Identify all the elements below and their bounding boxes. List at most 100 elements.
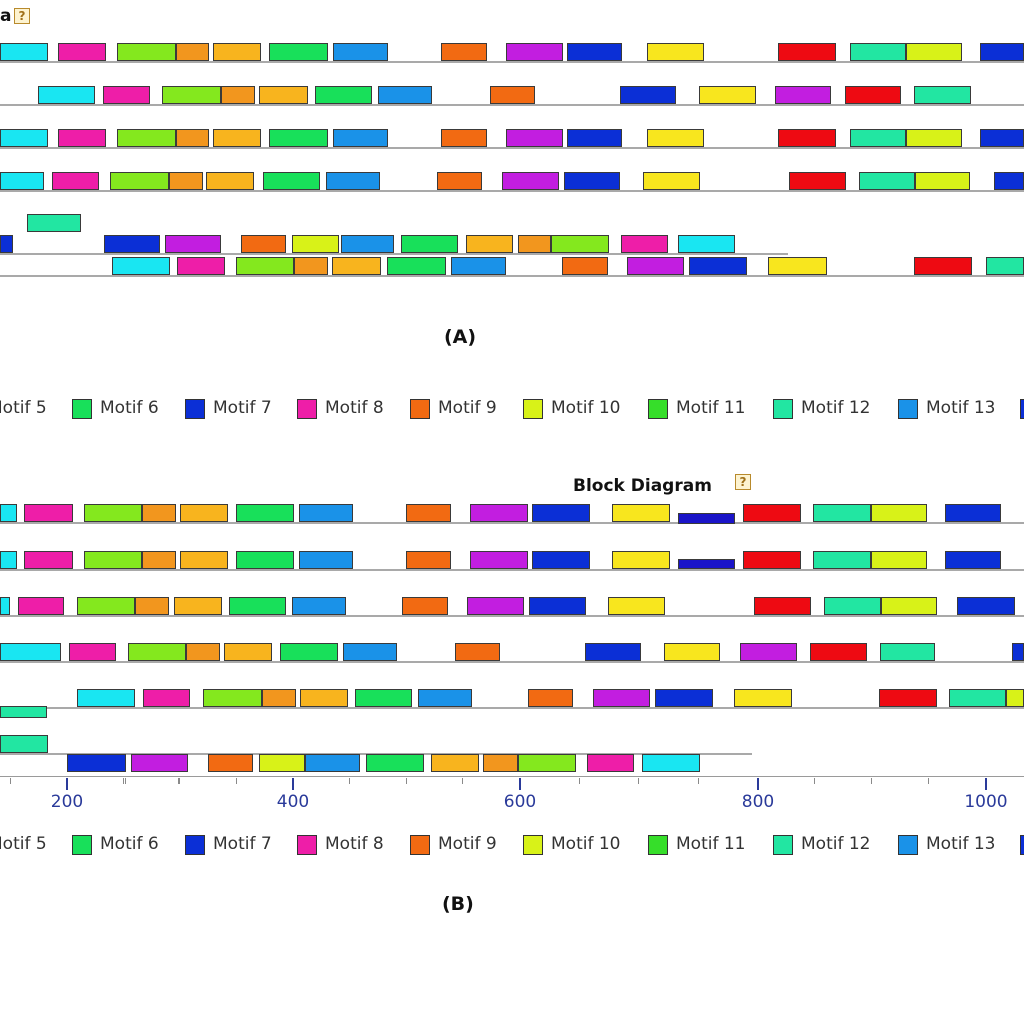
motif-block[interactable]	[341, 235, 394, 253]
motif-block[interactable]	[213, 129, 261, 147]
motif-block[interactable]	[740, 643, 797, 661]
motif-block[interactable]	[593, 689, 650, 707]
motif-block[interactable]	[467, 597, 524, 615]
motif-block[interactable]	[69, 643, 116, 661]
motif-block[interactable]	[441, 43, 487, 61]
motif-block[interactable]	[259, 86, 308, 104]
motif-block[interactable]	[528, 689, 573, 707]
motif-block[interactable]	[162, 86, 221, 104]
motif-block[interactable]	[52, 172, 99, 190]
motif-block[interactable]	[269, 43, 328, 61]
motif-block[interactable]	[1006, 689, 1024, 707]
motif-block[interactable]	[213, 43, 261, 61]
motif-block[interactable]	[850, 43, 906, 61]
motif-block[interactable]	[0, 706, 47, 718]
motif-block[interactable]	[418, 689, 472, 707]
motif-block[interactable]	[620, 86, 676, 104]
motif-block[interactable]	[431, 754, 479, 772]
motif-block[interactable]	[906, 129, 962, 147]
motif-block[interactable]	[466, 235, 513, 253]
motif-block[interactable]	[621, 235, 668, 253]
motif-block[interactable]	[664, 643, 720, 661]
motif-block[interactable]	[655, 689, 713, 707]
motif-block[interactable]	[789, 172, 846, 190]
motif-block[interactable]	[0, 172, 44, 190]
motif-block[interactable]	[678, 235, 735, 253]
motif-block[interactable]	[292, 597, 346, 615]
motif-block[interactable]	[470, 504, 528, 522]
motif-block[interactable]	[294, 257, 328, 275]
motif-block[interactable]	[612, 551, 670, 569]
motif-block[interactable]	[0, 504, 17, 522]
motif-block[interactable]	[678, 513, 735, 524]
motif-block[interactable]	[280, 643, 338, 661]
motif-block[interactable]	[406, 504, 451, 522]
motif-block[interactable]	[269, 129, 328, 147]
motif-block[interactable]	[441, 129, 487, 147]
motif-block[interactable]	[612, 504, 670, 522]
motif-block[interactable]	[810, 643, 867, 661]
motif-block[interactable]	[813, 551, 871, 569]
motif-block[interactable]	[945, 551, 1001, 569]
motif-block[interactable]	[437, 172, 482, 190]
motif-block[interactable]	[562, 257, 608, 275]
motif-block[interactable]	[518, 235, 551, 253]
motif-block[interactable]	[112, 257, 170, 275]
motif-block[interactable]	[642, 754, 700, 772]
motif-block[interactable]	[333, 43, 388, 61]
motif-block[interactable]	[355, 689, 412, 707]
motif-block[interactable]	[608, 597, 665, 615]
motif-block[interactable]	[914, 86, 971, 104]
motif-block[interactable]	[77, 689, 135, 707]
help-icon[interactable]: ?	[735, 474, 751, 490]
motif-block[interactable]	[647, 129, 704, 147]
motif-block[interactable]	[506, 43, 563, 61]
motif-block[interactable]	[871, 551, 927, 569]
motif-block[interactable]	[643, 172, 700, 190]
motif-block[interactable]	[366, 754, 424, 772]
motif-block[interactable]	[689, 257, 747, 275]
motif-block[interactable]	[0, 735, 48, 753]
motif-block[interactable]	[768, 257, 827, 275]
motif-block[interactable]	[401, 235, 458, 253]
motif-block[interactable]	[506, 129, 563, 147]
motif-block[interactable]	[343, 643, 397, 661]
motif-block[interactable]	[131, 754, 188, 772]
motif-block[interactable]	[0, 597, 10, 615]
motif-block[interactable]	[292, 235, 339, 253]
motif-block[interactable]	[813, 504, 871, 522]
motif-block[interactable]	[174, 597, 222, 615]
motif-block[interactable]	[104, 235, 160, 253]
help-icon[interactable]: ?	[14, 8, 30, 24]
motif-block[interactable]	[564, 172, 620, 190]
motif-block[interactable]	[567, 43, 622, 61]
motif-block[interactable]	[77, 597, 135, 615]
motif-block[interactable]	[262, 689, 296, 707]
motif-block[interactable]	[879, 689, 937, 707]
motif-block[interactable]	[778, 43, 836, 61]
motif-block[interactable]	[880, 643, 935, 661]
motif-block[interactable]	[58, 43, 106, 61]
motif-block[interactable]	[117, 129, 176, 147]
motif-block[interactable]	[957, 597, 1015, 615]
motif-block[interactable]	[305, 754, 360, 772]
motif-block[interactable]	[678, 559, 735, 569]
motif-block[interactable]	[0, 551, 17, 569]
motif-block[interactable]	[27, 214, 81, 232]
motif-block[interactable]	[236, 504, 294, 522]
motif-block[interactable]	[176, 43, 209, 61]
motif-block[interactable]	[775, 86, 831, 104]
motif-block[interactable]	[529, 597, 586, 615]
motif-block[interactable]	[647, 43, 704, 61]
motif-block[interactable]	[103, 86, 150, 104]
motif-block[interactable]	[165, 235, 221, 253]
motif-block[interactable]	[0, 129, 48, 147]
motif-block[interactable]	[142, 504, 176, 522]
motif-block[interactable]	[203, 689, 262, 707]
motif-block[interactable]	[236, 257, 294, 275]
motif-block[interactable]	[455, 643, 500, 661]
motif-block[interactable]	[206, 172, 254, 190]
motif-block[interactable]	[470, 551, 528, 569]
motif-block[interactable]	[333, 129, 388, 147]
motif-block[interactable]	[180, 504, 228, 522]
